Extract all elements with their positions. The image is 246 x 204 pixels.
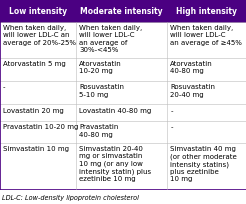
Text: Moderate intensity: Moderate intensity bbox=[80, 7, 163, 16]
Bar bbox=[167, 121, 246, 143]
Text: -: - bbox=[170, 107, 173, 113]
Text: LDL-C: Low-density lipoprotein cholesterol: LDL-C: Low-density lipoprotein cholester… bbox=[2, 194, 139, 200]
Text: High intensity: High intensity bbox=[176, 7, 237, 16]
Text: When taken daily,
will lower LDL-C
an average of ≥45%: When taken daily, will lower LDL-C an av… bbox=[170, 25, 242, 45]
Bar bbox=[0, 82, 76, 105]
Bar bbox=[0, 121, 76, 143]
Bar bbox=[167, 143, 246, 190]
Bar bbox=[0, 58, 76, 82]
Bar bbox=[0, 105, 76, 121]
Text: -: - bbox=[170, 124, 173, 130]
Text: Pravastatin
40-80 mg: Pravastatin 40-80 mg bbox=[79, 124, 119, 137]
Bar bbox=[76, 143, 167, 190]
Text: Atorvastatin 5 mg: Atorvastatin 5 mg bbox=[3, 61, 66, 67]
Text: When taken daily,
will lower LDL-C
an average of
30%-<45%: When taken daily, will lower LDL-C an av… bbox=[79, 25, 142, 53]
Bar bbox=[167, 0, 246, 22]
Bar bbox=[0, 0, 76, 22]
Bar bbox=[167, 22, 246, 58]
Text: Rosuvastatin
20-40 mg: Rosuvastatin 20-40 mg bbox=[170, 84, 215, 97]
Text: Lovastatin 40-80 mg: Lovastatin 40-80 mg bbox=[79, 107, 152, 113]
Text: Simvastatin 40 mg
(or other moderate
intensity statins)
plus ezetinibe
10 mg: Simvastatin 40 mg (or other moderate int… bbox=[170, 145, 237, 181]
Text: Atorvastatin
40-80 mg: Atorvastatin 40-80 mg bbox=[170, 61, 213, 74]
Bar bbox=[0, 143, 76, 190]
Text: When taken daily,
will lower LDL-C an
average of 20%-25%: When taken daily, will lower LDL-C an av… bbox=[3, 25, 76, 45]
Bar bbox=[76, 82, 167, 105]
Text: Pravastatin 10-20 mg: Pravastatin 10-20 mg bbox=[3, 124, 78, 130]
Bar bbox=[76, 58, 167, 82]
Bar bbox=[76, 0, 167, 22]
Bar bbox=[167, 105, 246, 121]
Text: Simvastatin 20-40
mg or simvastatin
10 mg (or any low
intensity statin) plus
eze: Simvastatin 20-40 mg or simvastatin 10 m… bbox=[79, 145, 151, 181]
Text: Lovastatin 20 mg: Lovastatin 20 mg bbox=[3, 107, 64, 113]
Text: Simvastatin 10 mg: Simvastatin 10 mg bbox=[3, 145, 69, 152]
Bar bbox=[76, 121, 167, 143]
Text: Low intensity: Low intensity bbox=[9, 7, 67, 16]
Bar bbox=[76, 22, 167, 58]
Text: Atorvastatin
10-20 mg: Atorvastatin 10-20 mg bbox=[79, 61, 122, 74]
Text: -: - bbox=[3, 84, 5, 90]
Bar bbox=[76, 105, 167, 121]
Bar bbox=[167, 58, 246, 82]
Text: Rosuvastatin
5-10 mg: Rosuvastatin 5-10 mg bbox=[79, 84, 124, 97]
Bar bbox=[0, 22, 76, 58]
Bar bbox=[167, 82, 246, 105]
